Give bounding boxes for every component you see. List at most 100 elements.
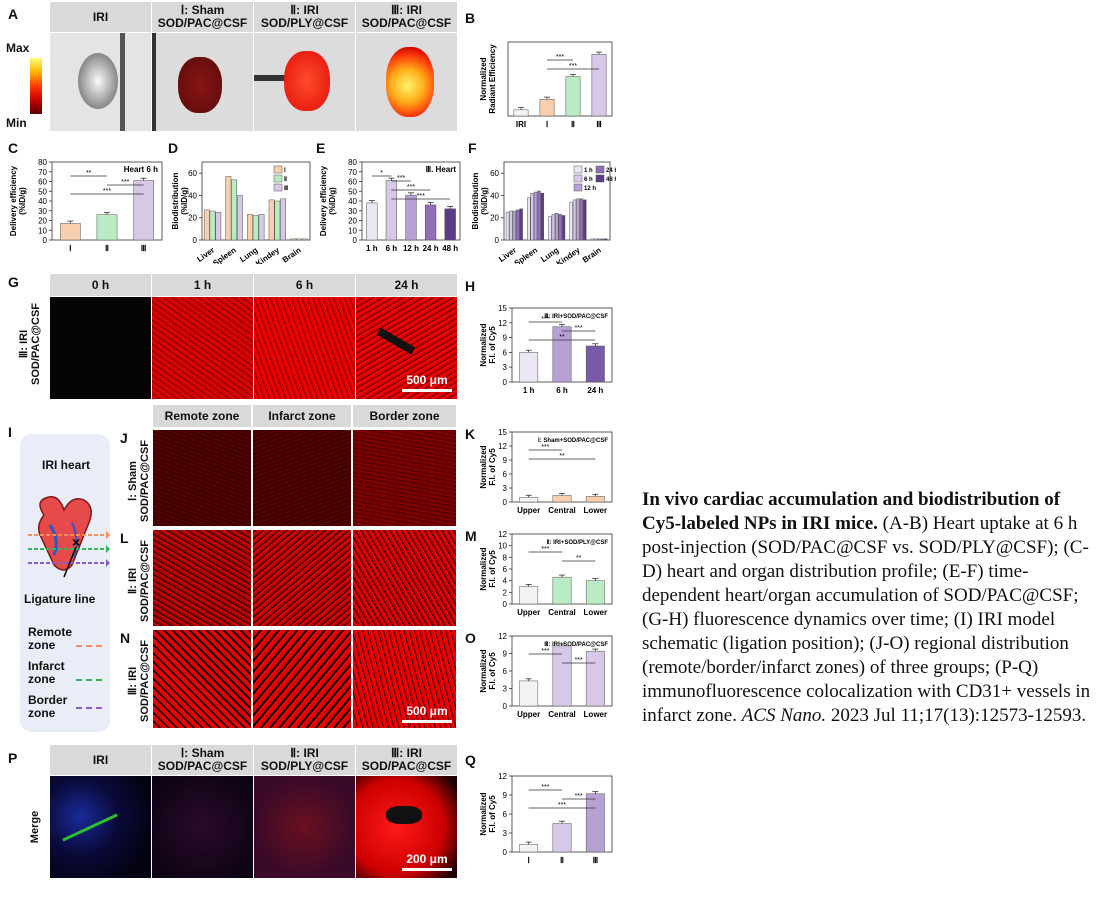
significance-label: ***	[541, 444, 549, 451]
y-axis-label: Normalized	[479, 323, 488, 366]
y-tick-label: 15	[498, 304, 507, 313]
a-header-text: Ⅱ: IRI SOD/PLY@CSF	[260, 3, 349, 30]
x-tick-label: Central	[548, 608, 576, 617]
figure-caption: In vivo cardiac accumulation and biodist…	[642, 488, 1102, 728]
significance-label: **	[559, 334, 565, 341]
n-image-remote	[153, 630, 251, 728]
significance-label: ***	[407, 184, 415, 191]
significance-label: **	[86, 170, 92, 177]
y-tick-label: 0	[495, 236, 500, 245]
panel-label-d: D	[168, 140, 179, 156]
y-tick-label: 0	[503, 600, 508, 609]
bar	[590, 238, 595, 241]
bar	[576, 198, 580, 241]
legend-swatch	[595, 174, 605, 183]
bar	[301, 238, 308, 241]
a-image-iri	[50, 33, 151, 131]
bar	[594, 238, 598, 241]
chart-q: 0 3 6 9 12 Normalized F.I. of Cy5 Ⅰ Ⅱ Ⅲ *** *** ***	[479, 772, 613, 865]
j-header-infarct: Infarct zone	[253, 405, 351, 427]
g-row-label: Ⅲ: IRI SOD/PAC@CSF	[18, 302, 42, 386]
significance-label: ***	[541, 784, 549, 791]
bar	[133, 180, 155, 241]
legend-label: 12 h	[584, 186, 596, 192]
y-tick-label: 9	[503, 650, 508, 659]
bar	[537, 190, 541, 241]
bar	[585, 793, 605, 853]
g-scalebar-label: 500 μm	[406, 373, 448, 387]
x-tick-label: Ⅱ	[105, 244, 109, 253]
y-axis-label: Normalized	[479, 445, 488, 488]
x-tick-label: 6 h	[556, 386, 568, 395]
legend-swatch	[573, 174, 583, 183]
legend-label: 6 h	[584, 177, 593, 183]
a-header-1: Ⅰ: Sham SOD/PAC@CSF	[152, 2, 253, 32]
y-tick-label: 60	[188, 169, 197, 178]
y-tick-label: 9	[503, 456, 508, 465]
p-image-iri	[50, 776, 151, 878]
g-image-24h	[356, 297, 457, 399]
chart-k-plot: 0 3 6 9 12 15 Normalized F.I. of Cy5 Ⅰ: Sham+SOD…	[479, 428, 613, 515]
chart-b-plot: Normalized Radiant Efficiency IRI Ⅰ Ⅱ Ⅲ *** ***	[479, 41, 613, 129]
bar	[296, 238, 302, 241]
chart-title: Heart 6 h	[124, 165, 158, 174]
p-header-3: Ⅲ: IRI SOD/PAC@CSF	[356, 745, 457, 775]
chart-o: 0 3 6 9 12 Normalized F.I. of Cy5 Ⅲ: IRI+SOD/PA…	[479, 632, 613, 719]
panel-label-o: O	[465, 630, 476, 646]
panel-label-a: A	[8, 6, 19, 22]
bar	[548, 216, 552, 241]
caption-journal: ACS Nano.	[741, 705, 827, 726]
chart-k: 0 3 6 9 12 15 Normalized F.I. of Cy5 Ⅰ: Sham+SOD…	[479, 428, 613, 515]
panel-label-c: C	[8, 140, 19, 156]
a-header-2: Ⅱ: IRI SOD/PLY@CSF	[254, 2, 355, 32]
y-tick-label: 0	[503, 848, 508, 857]
legend-swatch	[595, 165, 605, 174]
panel-label-m: M	[465, 528, 477, 544]
x-tick-label: Ⅰ	[546, 120, 548, 129]
x-tick-label: Brain	[581, 245, 603, 264]
legend-label: 1 h	[584, 168, 593, 174]
y-tick-label: 9	[503, 791, 508, 800]
legend-swatch	[273, 174, 283, 183]
j-row-label-1: Ⅰ: Sham SOD/PAC@CSF	[127, 439, 151, 523]
a-image-3	[356, 33, 457, 131]
x-tick-label: Ⅲ	[593, 856, 599, 865]
x-tick-label: Upper	[517, 710, 540, 719]
significance-label: ***	[541, 546, 549, 553]
bar	[552, 823, 572, 853]
p-header-2: Ⅱ: IRI SOD/PLY@CSF	[254, 745, 355, 775]
bar	[268, 199, 275, 241]
y-tick-label: 12	[498, 442, 507, 451]
bar	[551, 214, 556, 241]
x-tick-label: Spleen	[513, 245, 540, 264]
y-tick-label: 40	[490, 191, 499, 200]
chart-title: Ⅲ: IRI+SOD/PAC@CSF	[544, 313, 608, 320]
j-header-remote: Remote zone	[153, 405, 251, 427]
x-tick-label: 24 h	[423, 244, 439, 253]
chart-h-plot: 0 3 6 9 12 15 Normalized F.I. of Cy5 Ⅲ: IRI+SOD/…	[479, 304, 613, 395]
legend-label: Ⅰ	[284, 167, 286, 174]
j-header-text: Infarct zone	[268, 408, 336, 423]
bar	[555, 213, 559, 241]
legend-swatch	[273, 183, 283, 192]
x-tick-label: Upper	[517, 506, 540, 515]
bar	[203, 209, 210, 241]
panel-label-j: J	[120, 430, 128, 446]
legend-swatch	[273, 165, 283, 174]
bar	[552, 326, 572, 383]
bar	[280, 198, 286, 241]
p-header-text: Ⅲ: IRI SOD/PAC@CSF	[361, 746, 452, 773]
x-tick-label: 1 h	[523, 386, 535, 395]
y-tick-label: 12	[498, 319, 507, 328]
y-tick-label: 9	[503, 334, 508, 343]
bar	[600, 238, 605, 241]
i-remote-arrow	[76, 645, 102, 647]
y-tick-label: 60	[38, 178, 47, 187]
bar	[237, 195, 243, 241]
bar	[519, 497, 539, 503]
y-tick-label: 3	[503, 484, 508, 493]
caption-title: In vivo cardiac accumulation and biodist…	[642, 489, 1061, 534]
y-tick-label: 3	[503, 829, 508, 838]
